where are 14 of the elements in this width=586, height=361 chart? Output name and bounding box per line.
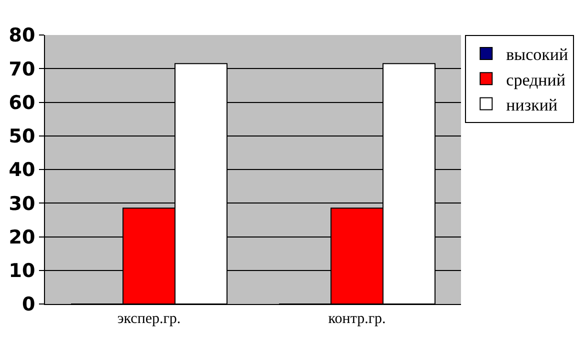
x-tick-label: экспер.гр. [117, 311, 181, 327]
y-tick-label: 40 [8, 159, 36, 182]
y-tick-label: 70 [8, 58, 36, 80]
legend-label: высокий [506, 45, 568, 64]
x-tick-label: контр.гр. [328, 311, 386, 327]
y-tick-label: 30 [8, 192, 36, 215]
y-tick-label: 60 [8, 92, 36, 114]
legend-label: средний [506, 70, 566, 90]
y-tick-label: 0 [22, 294, 36, 316]
legend-label: низкий [506, 95, 558, 114]
y-tick-label: 20 [8, 226, 36, 248]
y-tick-label: 50 [8, 126, 36, 148]
y-tick-label: 10 [8, 260, 36, 282]
y-tick-label: 80 [8, 24, 36, 47]
